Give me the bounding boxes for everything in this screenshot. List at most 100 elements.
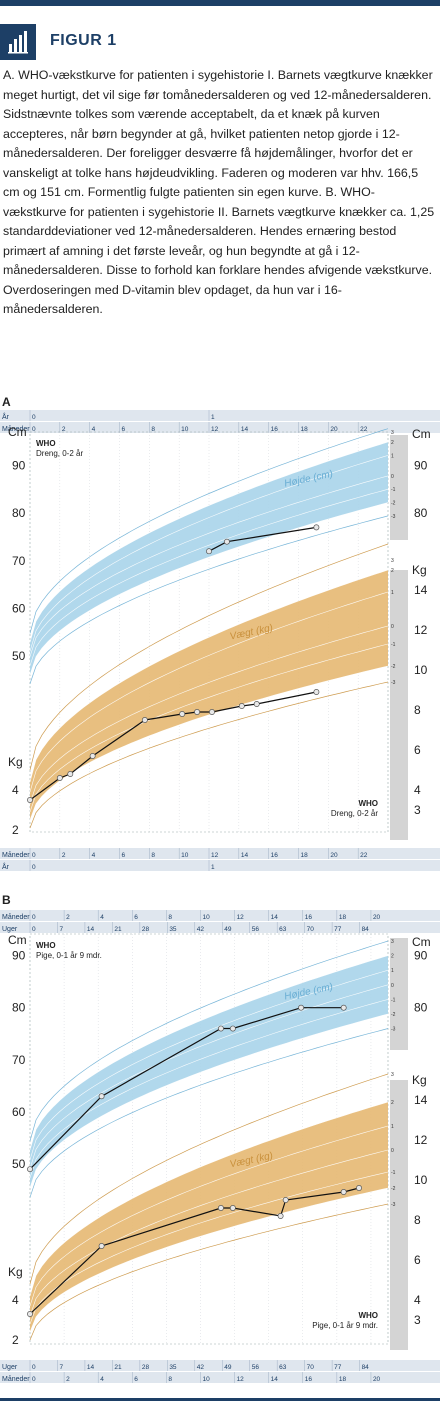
- ruler-tick-label: 2: [66, 914, 70, 921]
- ruler-row-bg: [0, 848, 440, 859]
- height-tick-right: 80: [414, 1001, 428, 1015]
- weight-sd-line: [29, 1125, 389, 1307]
- height-sd-label: 3: [391, 430, 394, 436]
- weight-unit-right: Kg: [412, 1073, 427, 1087]
- weight-patient-point: [253, 701, 260, 707]
- height-tick-left: 90: [12, 458, 26, 472]
- weight-sd-line: [29, 681, 389, 829]
- ruler-tick-label: 2: [62, 426, 66, 433]
- height-sd-band: [30, 955, 388, 1188]
- height-sd-line: [29, 1013, 389, 1188]
- who-label-bottom-line1: WHO: [358, 1311, 378, 1320]
- weight-patient-point: [179, 711, 186, 717]
- figure-caption: A. WHO-vækstkurve for patienten i sygehi…: [3, 68, 435, 316]
- ruler-tick-label: 18: [301, 426, 309, 433]
- bar-chart-icon: [0, 24, 36, 60]
- height-sd-label: 2: [391, 440, 394, 446]
- weight-tick-right: 10: [414, 1173, 428, 1187]
- ruler-tick-label: 8: [168, 1376, 172, 1383]
- ruler-tick-label: 49: [224, 1364, 232, 1371]
- weight-tick-left: 2: [12, 1333, 19, 1347]
- height-sd-line: [29, 955, 389, 1150]
- ruler-tick-label: 0: [32, 1364, 36, 1371]
- ruler-row-bg: [0, 1360, 440, 1371]
- ruler-tick-label: 6: [122, 426, 126, 433]
- height-tick-right: 90: [414, 949, 428, 963]
- height-patient-point: [217, 1025, 224, 1032]
- height-tick-left: 60: [12, 601, 26, 615]
- height-sd-label: 2: [391, 954, 394, 960]
- figure-title: FIGUR 1: [50, 32, 117, 49]
- weight-patient-point: [56, 775, 63, 781]
- ruler-tick-label: 4: [100, 914, 104, 921]
- height-tick-right: 90: [414, 458, 428, 472]
- height-sd-line: [29, 428, 389, 634]
- ruler-row-bg: [0, 860, 440, 871]
- ruler-tick-label: 28: [142, 1364, 150, 1371]
- ruler-tick-label: 4: [100, 1376, 104, 1383]
- weight-tick-right: 12: [414, 1133, 428, 1147]
- ruler-tick-label: 10: [181, 426, 189, 433]
- ruler-row-bg: [0, 910, 440, 921]
- weight-sd-line: [29, 625, 389, 805]
- weight-sd-line: [29, 543, 389, 771]
- right-scale-strip-weight: [390, 1080, 408, 1350]
- ruler-tick-label: 14: [271, 914, 279, 921]
- panel-label-b: B: [2, 893, 11, 907]
- ruler-tick-label: 0: [32, 852, 36, 859]
- ruler-tick-label: 16: [305, 1376, 313, 1383]
- height-sd-line: [29, 441, 389, 643]
- ruler-tick-label: 20: [373, 1376, 381, 1383]
- ruler-tick-label: 0: [32, 414, 36, 421]
- ruler-tick-label: 18: [339, 1376, 347, 1383]
- ruler-tick-label: 12: [211, 852, 219, 859]
- height-sd-line: [29, 940, 389, 1142]
- weight-patient-point: [229, 1205, 236, 1211]
- ruler-tick-label: 35: [169, 1364, 177, 1371]
- ruler-tick-label: 0: [32, 926, 36, 933]
- ruler-tick-label: 0: [32, 914, 36, 921]
- ruler-tick-label: 7: [59, 1364, 63, 1371]
- weight-sd-line: [29, 1101, 389, 1297]
- right-scale-strip-height: [390, 435, 408, 540]
- height-sd-label: 1: [391, 453, 394, 459]
- weight-tick-right: 8: [414, 703, 421, 717]
- ruler-row-bg: [0, 922, 440, 933]
- weight-tick-right: 12: [414, 623, 428, 637]
- ruler-row-label: Måneder: [2, 913, 30, 921]
- who-label-bottom-line1: WHO: [358, 799, 378, 808]
- ruler-tick-label: 12: [237, 914, 245, 921]
- ruler-tick-label: 18: [301, 852, 309, 859]
- who-label-bottom-line2: Pige, 0-1 år 9 mdr.: [312, 1321, 378, 1330]
- weight-tick-left: 2: [12, 823, 19, 837]
- height-sd-line: [29, 1028, 389, 1198]
- ruler-tick-label: 42: [197, 926, 205, 933]
- height-unit-left: Cm: [8, 933, 27, 947]
- ruler-tick-label: 1: [211, 864, 215, 871]
- weight-patient-point: [340, 1189, 347, 1195]
- height-patient-line: [29, 1007, 344, 1170]
- height-tick-left: 80: [12, 506, 26, 520]
- height-tick-right: 80: [414, 506, 428, 520]
- ruler-tick-label: 14: [241, 852, 249, 859]
- weight-sd-label: 0: [391, 624, 394, 630]
- ruler-tick-label: 49: [224, 926, 232, 933]
- height-unit-right: Cm: [412, 427, 431, 441]
- weight-patient-point: [238, 703, 245, 709]
- who-label-top-line2: Pige, 0-1 år 9 mdr.: [36, 951, 102, 960]
- ruler-tick-label: 35: [169, 926, 177, 933]
- ruler-row-bg: [0, 410, 440, 421]
- ruler-tick-label: 16: [271, 426, 279, 433]
- weight-tick-right: 3: [414, 1313, 421, 1327]
- weight-sd-band: [30, 1102, 388, 1332]
- height-sd-label: 1: [391, 968, 394, 974]
- ruler-tick-label: 7: [59, 926, 63, 933]
- weight-patient-point: [356, 1185, 362, 1191]
- ruler-tick-label: 10: [202, 1376, 210, 1383]
- ruler-tick-label: 14: [271, 1376, 279, 1383]
- weight-tick-right: 14: [414, 1093, 428, 1107]
- weight-patient-point: [313, 689, 320, 695]
- ruler-tick-label: 56: [252, 926, 260, 933]
- weight-tick-left: 4: [12, 783, 19, 797]
